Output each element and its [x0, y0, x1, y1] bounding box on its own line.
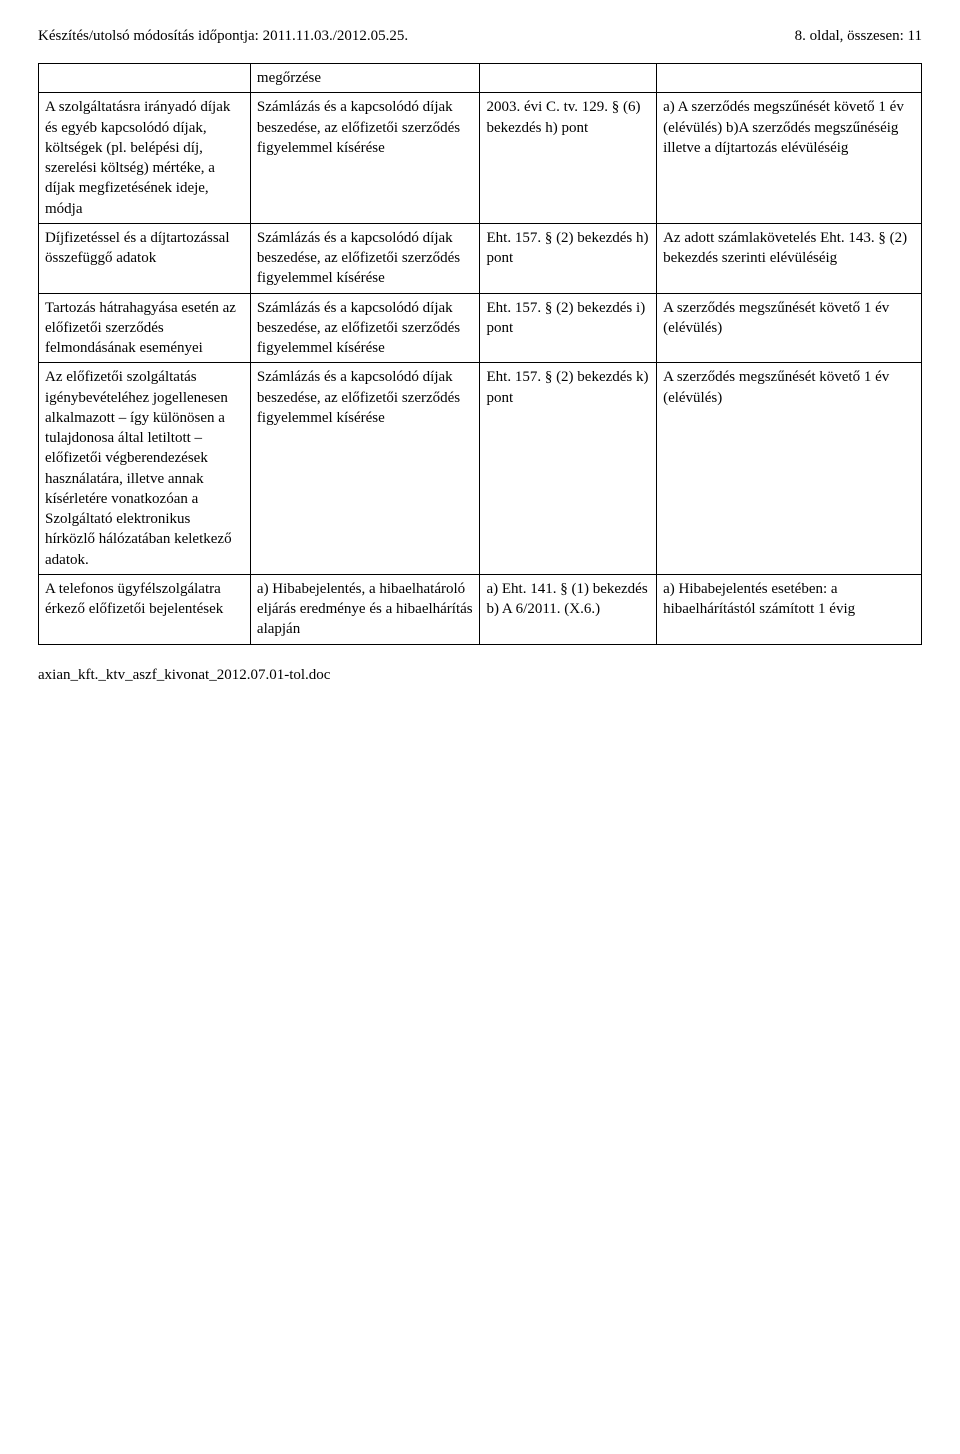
cell: Tartozás hátrahagyása esetén az előfizet…	[39, 293, 251, 363]
cell: a) Eht. 141. § (1) bekezdés b) A 6/2011.…	[480, 574, 657, 644]
cell: Számlázás és a kapcsolódó díjak beszedés…	[250, 293, 480, 363]
cell: A szolgáltatásra irányadó díjak és egyéb…	[39, 93, 251, 224]
table-row: A telefonos ügyfélszolgálatra érkező elő…	[39, 574, 922, 644]
cell: Eht. 157. § (2) bekezdés i) pont	[480, 293, 657, 363]
cell: megőrzése	[250, 64, 480, 93]
page-footer: axian_kft._ktv_aszf_kivonat_2012.07.01-t…	[38, 667, 922, 684]
table-row: megőrzése	[39, 64, 922, 93]
header-left: Készítés/utolsó módosítás időpontja: 201…	[38, 28, 408, 45]
table-row: A szolgáltatásra irányadó díjak és egyéb…	[39, 93, 922, 224]
data-table: megőrzése A szolgáltatásra irányadó díja…	[38, 63, 922, 645]
cell: Az adott számlakövetelés Eht. 143. § (2)…	[657, 223, 922, 293]
cell: a) A szerződés megszűnését követő 1 év (…	[657, 93, 922, 224]
cell: Eht. 157. § (2) bekezdés k) pont	[480, 363, 657, 575]
table-row: Tartozás hátrahagyása esetén az előfizet…	[39, 293, 922, 363]
cell: a) Hibabejelentés esetében: a hibaelhárí…	[657, 574, 922, 644]
cell: Az előfizetői szolgáltatás igénybevételé…	[39, 363, 251, 575]
cell: Számlázás és a kapcsolódó díjak beszedés…	[250, 93, 480, 224]
cell	[480, 64, 657, 93]
cell	[39, 64, 251, 93]
cell: 2003. évi C. tv. 129. § (6) bekezdés h) …	[480, 93, 657, 224]
cell: Eht. 157. § (2) bekezdés h) pont	[480, 223, 657, 293]
table-row: Díjfizetéssel és a díjtartozással összef…	[39, 223, 922, 293]
cell: a) Hibabejelentés, a hibaelhatároló eljá…	[250, 574, 480, 644]
cell: Számlázás és a kapcsolódó díjak beszedés…	[250, 223, 480, 293]
cell: A szerződés megszűnését követő 1 év (elé…	[657, 293, 922, 363]
cell: A telefonos ügyfélszolgálatra érkező elő…	[39, 574, 251, 644]
cell: Díjfizetéssel és a díjtartozással összef…	[39, 223, 251, 293]
table-row: Az előfizetői szolgáltatás igénybevételé…	[39, 363, 922, 575]
page-header: Készítés/utolsó módosítás időpontja: 201…	[38, 28, 922, 45]
header-right: 8. oldal, összesen: 11	[795, 28, 922, 45]
footer-text: axian_kft._ktv_aszf_kivonat_2012.07.01-t…	[38, 667, 330, 683]
cell: Számlázás és a kapcsolódó díjak beszedés…	[250, 363, 480, 575]
cell	[657, 64, 922, 93]
cell: A szerződés megszűnését követő 1 év (elé…	[657, 363, 922, 575]
